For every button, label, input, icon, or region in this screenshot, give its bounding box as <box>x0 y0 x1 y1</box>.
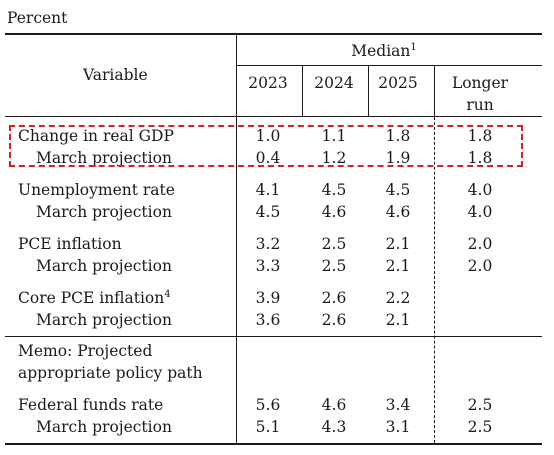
longer-run-cell: 2.5 <box>467 396 493 414</box>
row-label: March projection <box>36 418 172 436</box>
value-cell: 2.6 <box>321 311 347 329</box>
row-label: Memo: Projected <box>18 342 153 360</box>
value-cell: 3.3 <box>255 257 281 275</box>
footnote-marker: 4 <box>164 288 171 300</box>
value-cell: 1.0 <box>255 127 281 145</box>
year-divider-2 <box>368 66 369 117</box>
variable-header: Variable <box>83 66 148 84</box>
longer-run-cell: 1.8 <box>467 127 493 145</box>
value-cell: 4.6 <box>321 203 347 221</box>
value-cell: 3.6 <box>255 311 281 329</box>
value-cell: 2.5 <box>321 235 347 253</box>
value-cell: 1.2 <box>321 149 347 167</box>
value-cell: 4.5 <box>321 181 347 199</box>
variable-column-divider <box>236 34 237 444</box>
median-underline <box>237 65 542 66</box>
bottom-rule <box>5 443 542 445</box>
value-cell: 4.1 <box>255 181 281 199</box>
value-cell: 4.5 <box>255 203 281 221</box>
value-cell: 4.6 <box>385 203 411 221</box>
row-label: March projection <box>36 257 172 275</box>
value-cell: 5.1 <box>255 418 281 436</box>
year-header-2023: 2023 <box>248 74 288 92</box>
table-caption: Percent <box>7 9 68 27</box>
value-cell: 1.1 <box>321 127 347 145</box>
value-cell: 4.3 <box>321 418 347 436</box>
row-label: Change in real GDP <box>18 127 174 145</box>
value-cell: 0.4 <box>255 149 281 167</box>
value-cell: 4.6 <box>321 396 347 414</box>
row-label: Federal funds rate <box>18 396 164 414</box>
row-label: March projection <box>36 149 172 167</box>
value-cell: 2.6 <box>321 289 347 307</box>
value-cell: 5.6 <box>255 396 281 414</box>
longer-run-header-line2: run <box>466 96 494 114</box>
row-label: appropriate policy path <box>18 364 203 382</box>
median-header: Median1 <box>351 41 417 60</box>
value-cell: 3.1 <box>385 418 411 436</box>
year-header-2024: 2024 <box>314 74 354 92</box>
value-cell: 2.1 <box>385 235 411 253</box>
year-divider-3 <box>434 66 435 117</box>
longer-run-cell: 2.0 <box>467 257 493 275</box>
row-label: March projection <box>36 311 172 329</box>
value-cell: 2.1 <box>385 257 411 275</box>
longer-run-header-line1: Longer <box>451 74 509 92</box>
row-label: Core PCE inflation4 <box>18 288 171 307</box>
value-cell: 1.9 <box>385 149 411 167</box>
longer-run-cell: 2.5 <box>467 418 493 436</box>
row-label: PCE inflation <box>18 235 122 253</box>
longer-run-cell: 4.0 <box>467 181 493 199</box>
value-cell: 3.9 <box>255 289 281 307</box>
header-rule <box>5 116 542 117</box>
value-cell: 3.4 <box>385 396 411 414</box>
row-label: March projection <box>36 203 172 221</box>
longer-run-cell: 2.0 <box>467 235 493 253</box>
longer-run-cell: 1.8 <box>467 149 493 167</box>
value-cell: 3.2 <box>255 235 281 253</box>
row-label: Unemployment rate <box>18 181 175 199</box>
longer-run-cell: 4.0 <box>467 203 493 221</box>
gdp-highlight-box <box>9 125 523 167</box>
value-cell: 2.5 <box>321 257 347 275</box>
year-divider-1 <box>302 66 303 117</box>
memo-rule <box>5 336 542 337</box>
longer-run-dashed-divider <box>434 117 435 443</box>
value-cell: 2.2 <box>385 289 411 307</box>
year-header-2025: 2025 <box>378 74 418 92</box>
value-cell: 4.5 <box>385 181 411 199</box>
value-cell: 1.8 <box>385 127 411 145</box>
value-cell: 2.1 <box>385 311 411 329</box>
top-rule <box>5 33 542 35</box>
